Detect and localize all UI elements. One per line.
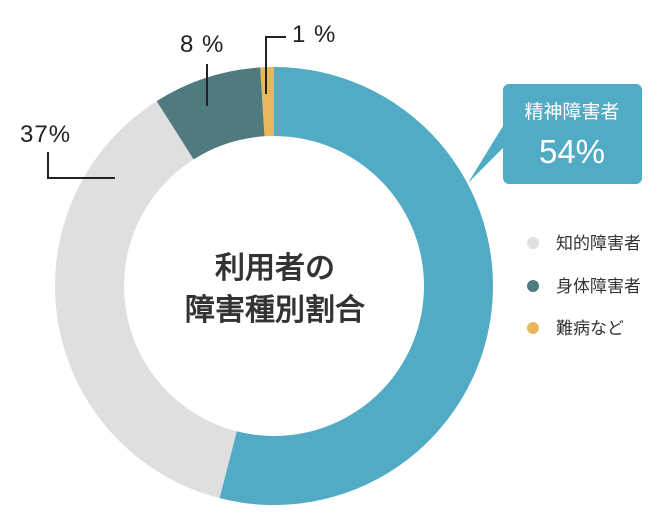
slice-mental <box>219 67 494 506</box>
chart-title-line-2: 障害種別割合 <box>185 293 365 328</box>
chart-title-line-1: 利用者の <box>215 251 335 286</box>
data-label-intellectual: 37% <box>20 121 71 148</box>
callout-value: 54% <box>539 133 605 170</box>
callout-mental: 精神障害者 54% <box>468 84 642 184</box>
callout-name: 精神障害者 <box>524 101 619 123</box>
legend-label-physical: 身体障害者 <box>556 277 641 297</box>
legend-label-intractable: 難病など <box>556 319 624 339</box>
data-label-physical: 8 % <box>180 31 224 58</box>
slice-intractable <box>260 67 274 137</box>
callout-box <box>503 84 642 184</box>
legend-label-intellectual: 知的障害者 <box>556 234 641 254</box>
legend-swatch-intractable <box>527 322 539 334</box>
legend-swatch-physical <box>527 280 539 292</box>
leader-line-intellectual <box>47 152 115 179</box>
leader-line-intractable <box>265 36 286 94</box>
slice-physical <box>156 67 265 160</box>
data-label-intractable: 1 % <box>292 21 336 48</box>
slice-intellectual <box>55 101 237 499</box>
legend: 知的障害者 身体障害者 難病など <box>527 234 641 339</box>
legend-swatch-intellectual <box>527 237 539 249</box>
callout-pointer <box>468 126 503 183</box>
donut-slices <box>55 67 494 506</box>
